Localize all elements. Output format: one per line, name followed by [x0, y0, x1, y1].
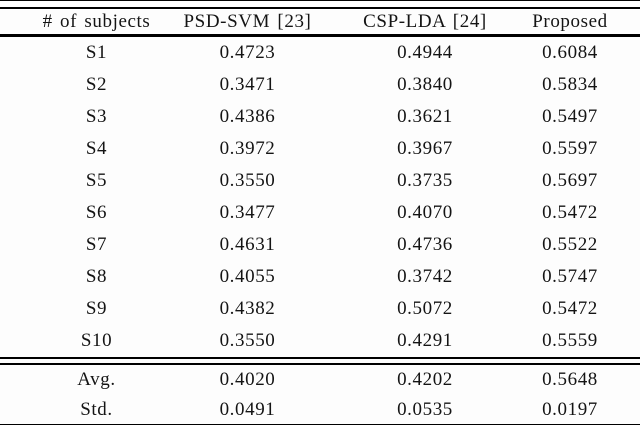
subject-cell: S4 — [85, 137, 108, 159]
value-cell: 0.5834 — [542, 73, 598, 95]
column-header-proposed: Proposed — [532, 11, 608, 32]
table-row: S7 0.4631 0.4736 0.5522 — [0, 229, 640, 261]
value-cell: 0.4020 — [219, 369, 276, 391]
top-rule — [0, 0, 640, 9]
subject-cell: S10 — [80, 329, 113, 351]
value-cell: 0.0491 — [219, 398, 276, 420]
value-cell: 0.4736 — [397, 233, 453, 255]
subject-cell: S3 — [85, 105, 108, 127]
value-cell: 0.5697 — [542, 169, 598, 191]
subject-cell: S9 — [85, 297, 108, 319]
value-cell: 0.4055 — [219, 265, 276, 287]
subject-cell: S5 — [85, 169, 108, 191]
value-cell: 0.3550 — [219, 329, 276, 351]
value-cell: 0.4944 — [397, 41, 453, 63]
value-cell: 0.3742 — [397, 265, 453, 287]
column-header-csp-lda: CSP-LDA [24] — [363, 11, 487, 32]
column-header-subjects: # of subjects — [42, 11, 151, 32]
value-cell: 0.4631 — [219, 233, 276, 255]
value-cell: 0.4070 — [397, 201, 453, 223]
value-cell: 0.5472 — [542, 297, 598, 319]
value-cell: 0.6084 — [542, 41, 598, 63]
value-cell: 0.4291 — [397, 329, 453, 351]
table-summary: Avg. 0.4020 0.4202 0.5648 Std. 0.0491 0.0535 0.… — [0, 365, 640, 424]
subject-cell: S2 — [85, 73, 108, 95]
summary-separator-rule — [0, 356, 640, 366]
table-row: S3 0.4386 0.3621 0.5497 — [0, 101, 640, 133]
subject-cell: Std. — [80, 398, 113, 420]
table-row: S10 0.3550 0.4291 0.5559 — [0, 325, 640, 357]
subject-cell: S6 — [85, 201, 108, 223]
value-cell: 0.5472 — [542, 201, 598, 223]
header-rule — [0, 34, 640, 37]
subject-cell: Avg. — [77, 369, 116, 391]
value-cell: 0.4723 — [219, 41, 276, 63]
table-header-row: # of subjects PSD-SVM [23] CSP-LDA [24] … — [0, 9, 640, 34]
value-cell: 0.3840 — [397, 73, 453, 95]
table-body: S1 0.4723 0.4944 0.6084 S2 0.3471 0.3840 0.5834… — [0, 37, 640, 357]
value-cell: 0.0535 — [397, 398, 453, 420]
value-cell: 0.0197 — [542, 398, 598, 420]
value-cell: 0.5747 — [542, 265, 598, 287]
table-row: S8 0.4055 0.3742 0.5747 — [0, 261, 640, 293]
value-cell: 0.4202 — [397, 369, 453, 391]
table-row: Avg. 0.4020 0.4202 0.5648 — [0, 365, 640, 395]
table-row: Std. 0.0491 0.0535 0.0197 — [0, 395, 640, 425]
value-cell: 0.4386 — [219, 105, 276, 127]
value-cell: 0.5497 — [542, 105, 598, 127]
value-cell: 0.3972 — [219, 137, 276, 159]
subject-cell: S1 — [85, 41, 108, 63]
value-cell: 0.3471 — [219, 73, 276, 95]
table-row: S4 0.3972 0.3967 0.5597 — [0, 133, 640, 165]
value-cell: 0.5648 — [542, 369, 598, 391]
subject-cell: S7 — [85, 233, 108, 255]
value-cell: 0.3735 — [397, 169, 453, 191]
value-cell: 0.5597 — [542, 137, 598, 159]
value-cell: 0.4382 — [219, 297, 276, 319]
value-cell: 0.3621 — [397, 105, 453, 127]
value-cell: 0.5522 — [542, 233, 598, 255]
value-cell: 0.3550 — [219, 169, 276, 191]
table-row: S6 0.3477 0.4070 0.5472 — [0, 197, 640, 229]
table-row: S2 0.3471 0.3840 0.5834 — [0, 69, 640, 101]
value-cell: 0.5072 — [397, 297, 453, 319]
subject-cell: S8 — [85, 265, 108, 287]
value-cell: 0.3967 — [397, 137, 453, 159]
column-header-psd-svm: PSD-SVM [23] — [183, 11, 312, 32]
value-cell: 0.3477 — [219, 201, 276, 223]
table-row: S9 0.4382 0.5072 0.5472 — [0, 293, 640, 325]
value-cell: 0.5559 — [542, 329, 598, 351]
table-row: S1 0.4723 0.4944 0.6084 — [0, 37, 640, 69]
table-row: S5 0.3550 0.3735 0.5697 — [0, 165, 640, 197]
